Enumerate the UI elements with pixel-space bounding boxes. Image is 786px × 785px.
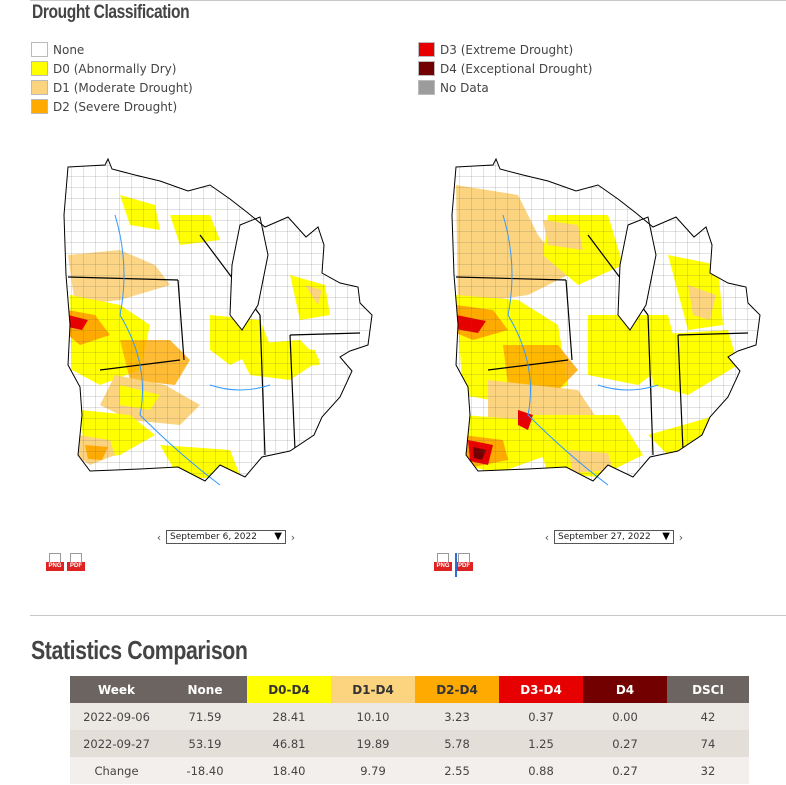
table-cell: 9.79 <box>331 757 415 784</box>
table-cell: 18.40 <box>247 757 331 784</box>
river <box>209 384 271 391</box>
top-divider <box>30 0 786 1</box>
legend-label: D3 (Extreme Drought) <box>440 42 574 57</box>
statistics-comparison-title: Statistics Comparison <box>31 635 248 665</box>
legend-item-d3: D3 (Extreme Drought) <box>418 40 592 59</box>
table-cell: 1.25 <box>499 730 583 757</box>
legend-swatch <box>31 99 48 114</box>
chevron-down-icon: ▼ <box>274 531 282 542</box>
png-download-icon[interactable]: PNG <box>46 553 64 571</box>
section-divider <box>30 615 786 616</box>
map-2-land <box>452 159 760 481</box>
table-cell: 2022-09-06 <box>70 703 163 730</box>
table-cell: 10.10 <box>331 703 415 730</box>
date-select-value: September 6, 2022 <box>170 532 257 542</box>
table-cell: 0.00 <box>583 703 667 730</box>
table-cell: 0.27 <box>583 757 667 784</box>
legend-label: D4 (Exceptional Drought) <box>440 61 593 76</box>
text-cursor <box>455 553 457 577</box>
legend-swatch <box>31 80 48 95</box>
prev-date-button[interactable]: ‹ <box>544 530 550 544</box>
pdf-download-icon[interactable]: PDF <box>67 553 85 571</box>
table-cell: 5.78 <box>415 730 499 757</box>
legend-left: None D0 (Abnormally Dry) D1 (Moderate Dr… <box>31 40 193 116</box>
table-cell: Change <box>70 757 163 784</box>
drought-map-sept-27[interactable] <box>448 155 778 500</box>
header-d0-d4: D0-D4 <box>247 676 331 703</box>
table-cell: -18.40 <box>163 757 247 784</box>
table-cell: 53.19 <box>163 730 247 757</box>
drought-map-sept-6[interactable] <box>60 155 390 500</box>
header-d2-d4: D2-D4 <box>415 676 499 703</box>
table-header-row: Week None D0-D4 D1-D4 D2-D4 D3-D4 D4 DSC… <box>70 676 749 703</box>
next-date-button[interactable]: › <box>290 530 296 544</box>
map-1-outline <box>63 157 373 482</box>
map-2-outline <box>451 157 761 482</box>
table-cell: 0.88 <box>499 757 583 784</box>
table-cell: 2022-09-27 <box>70 730 163 757</box>
legend-swatch <box>31 42 48 57</box>
pdf-download-icon[interactable]: PDF <box>455 553 473 571</box>
table-row: 2022-09-27 53.19 46.81 19.89 5.78 1.25 0… <box>70 730 749 757</box>
date-nav-2: ‹ September 27, 2022 ▼ › <box>540 530 688 544</box>
header-d4: D4 <box>583 676 667 703</box>
legend-item-d1: D1 (Moderate Drought) <box>31 78 193 97</box>
table-cell: 42 <box>667 703 749 730</box>
table-row: Change -18.40 18.40 9.79 2.55 0.88 0.27 … <box>70 757 749 784</box>
download-icons-2: PNG PDF <box>434 553 473 571</box>
date-select-value: September 27, 2022 <box>558 532 651 542</box>
download-icons-1: PNG PDF <box>46 553 85 571</box>
table-cell: 3.23 <box>415 703 499 730</box>
chevron-down-icon: ▼ <box>662 531 670 542</box>
header-none: None <box>163 676 247 703</box>
river <box>597 384 659 391</box>
table-cell: 46.81 <box>247 730 331 757</box>
table-cell: 2.55 <box>415 757 499 784</box>
table-cell: 19.89 <box>331 730 415 757</box>
map-1-land <box>64 159 372 481</box>
river <box>502 214 609 486</box>
header-d3-d4: D3-D4 <box>499 676 583 703</box>
legend-label: None <box>53 42 85 57</box>
drought-classification-title: Drought Classification <box>32 2 190 23</box>
legend-label: No Data <box>440 80 489 95</box>
header-dsci: DSCI <box>667 676 749 703</box>
next-date-button[interactable]: › <box>678 530 684 544</box>
legend-swatch <box>418 61 435 76</box>
legend-item-none: None <box>31 40 193 59</box>
legend-label: D0 (Abnormally Dry) <box>53 61 177 76</box>
table-cell: 32 <box>667 757 749 784</box>
table-cell: 74 <box>667 730 749 757</box>
legend-item-d0: D0 (Abnormally Dry) <box>31 59 193 78</box>
date-nav-1: ‹ September 6, 2022 ▼ › <box>152 530 300 544</box>
header-d1-d4: D1-D4 <box>331 676 415 703</box>
legend-right: D3 (Extreme Drought) D4 (Exceptional Dro… <box>418 40 592 97</box>
prev-date-button[interactable]: ‹ <box>156 530 162 544</box>
table-row: 2022-09-06 71.59 28.41 10.10 3.23 0.37 0… <box>70 703 749 730</box>
legend-label: D2 (Severe Drought) <box>53 99 178 114</box>
date-select-2[interactable]: September 27, 2022 ▼ <box>554 530 674 544</box>
legend-item-no-data: No Data <box>418 78 592 97</box>
legend-swatch <box>31 61 48 76</box>
table-cell: 71.59 <box>163 703 247 730</box>
table-cell: 0.27 <box>583 730 667 757</box>
legend-item-d4: D4 (Exceptional Drought) <box>418 59 592 78</box>
date-select-1[interactable]: September 6, 2022 ▼ <box>166 530 286 544</box>
legend-item-d2: D2 (Severe Drought) <box>31 97 193 116</box>
header-week: Week <box>70 676 163 703</box>
river <box>114 214 221 486</box>
table-cell: 28.41 <box>247 703 331 730</box>
png-download-icon[interactable]: PNG <box>434 553 452 571</box>
table-cell: 0.37 <box>499 703 583 730</box>
statistics-table: Week None D0-D4 D1-D4 D2-D4 D3-D4 D4 DSC… <box>70 676 749 784</box>
legend-swatch <box>418 42 435 57</box>
legend-label: D1 (Moderate Drought) <box>53 80 193 95</box>
legend-swatch <box>418 80 435 95</box>
